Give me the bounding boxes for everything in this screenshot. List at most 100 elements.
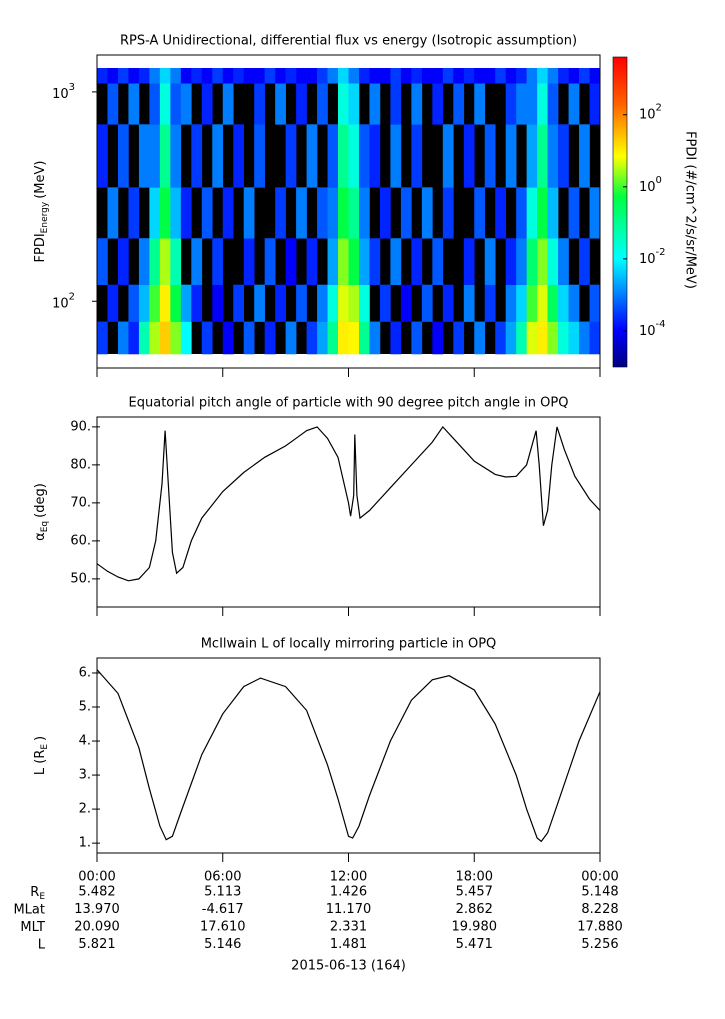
heat-cell bbox=[243, 321, 255, 355]
heat-cell bbox=[243, 238, 255, 285]
heat-cell bbox=[558, 124, 569, 188]
heat-cell bbox=[327, 321, 339, 355]
heat-cell bbox=[117, 124, 129, 188]
y-tick-label: 102 bbox=[52, 291, 75, 311]
y-tick-label: 3. bbox=[79, 768, 91, 783]
colorbar-tick-label: 10-4 bbox=[639, 319, 666, 339]
heat-cell bbox=[212, 68, 224, 84]
heat-cell bbox=[138, 238, 150, 285]
heat-cell bbox=[338, 124, 349, 188]
heat-cell bbox=[547, 83, 559, 125]
heat-cell bbox=[138, 68, 150, 84]
heat-cell bbox=[484, 68, 496, 84]
heat-cell bbox=[149, 124, 161, 188]
heat-cell bbox=[149, 187, 161, 239]
heat-cell bbox=[369, 83, 381, 125]
heat-cell bbox=[547, 321, 559, 355]
heat-cell bbox=[526, 68, 538, 84]
heat-cell bbox=[128, 321, 140, 355]
heat-cell bbox=[317, 83, 328, 125]
heat-cell bbox=[358, 321, 370, 355]
heat-cell bbox=[537, 124, 548, 188]
heat-cell bbox=[358, 68, 370, 84]
panel-title: McIlwain L of locally mirroring particle… bbox=[201, 637, 497, 652]
heat-cell bbox=[348, 83, 360, 125]
y-axis-label-sub: Energy bbox=[40, 201, 50, 233]
heat-cell bbox=[317, 321, 328, 355]
heat-cell bbox=[547, 68, 559, 84]
heat-cell bbox=[442, 124, 454, 188]
ephemeris-value: 19.980 bbox=[452, 920, 498, 935]
heat-cell bbox=[348, 68, 360, 84]
ephemeris-value: 5.482 bbox=[78, 885, 115, 900]
heat-cell bbox=[568, 83, 580, 125]
ephemeris-label-main: MLat bbox=[13, 902, 45, 917]
heat-cell bbox=[128, 187, 140, 239]
heat-cell bbox=[537, 83, 548, 125]
heat-cell bbox=[138, 321, 150, 355]
heat-cell bbox=[159, 124, 171, 188]
heat-cell bbox=[390, 68, 402, 84]
heat-cell bbox=[526, 187, 538, 239]
heat-cell bbox=[495, 321, 506, 355]
heat-cell bbox=[474, 83, 486, 125]
heat-cell bbox=[411, 124, 423, 188]
heat-cell bbox=[233, 68, 245, 84]
heat-cell bbox=[149, 83, 161, 125]
heat-cell bbox=[222, 187, 234, 239]
heat-cell bbox=[170, 321, 182, 355]
heat-cell bbox=[526, 238, 538, 285]
heat-cell bbox=[537, 68, 548, 84]
heat-cell bbox=[379, 187, 391, 239]
heat-cell bbox=[358, 284, 370, 322]
heat-cell bbox=[201, 187, 213, 239]
x-tick-label: 06:00 bbox=[204, 870, 241, 885]
ephemeris-value: 11.170 bbox=[326, 902, 372, 917]
heat-cell bbox=[474, 187, 486, 239]
heat-cell bbox=[285, 321, 297, 355]
heat-cell bbox=[369, 68, 381, 84]
heat-cell bbox=[254, 83, 265, 125]
heat-cell bbox=[159, 284, 171, 322]
heat-cell bbox=[138, 284, 150, 322]
heat-cell bbox=[212, 124, 224, 188]
heat-cell bbox=[348, 321, 360, 355]
heat-cell bbox=[484, 124, 496, 188]
x-tick-label: 18:00 bbox=[456, 870, 493, 885]
colorbar-label: FPDI (#/cm^2/s/sr/MeV) bbox=[683, 131, 698, 289]
heat-cell bbox=[453, 321, 465, 355]
y-tick-label-exponent: 2 bbox=[69, 291, 75, 302]
ephemeris-value: 2.862 bbox=[456, 902, 493, 917]
heat-cell bbox=[327, 284, 339, 322]
ephemeris-value: 1.426 bbox=[330, 885, 367, 900]
heat-cell bbox=[579, 321, 590, 355]
heat-cell bbox=[317, 187, 328, 239]
colorbar-tick-label-exponent: -2 bbox=[656, 247, 666, 258]
y-tick-label: 60. bbox=[70, 533, 91, 548]
colorbar-tick-label-base: 10 bbox=[639, 323, 656, 338]
heat-cell bbox=[97, 124, 108, 188]
heat-cell bbox=[159, 83, 171, 125]
y-tick-label: 80. bbox=[70, 457, 91, 472]
heat-cell bbox=[505, 124, 517, 188]
heat-cell bbox=[516, 284, 527, 322]
y-axis-label: L (RE) bbox=[33, 736, 50, 775]
colorbar-tick-label-exponent: 0 bbox=[656, 175, 662, 186]
heat-cell bbox=[589, 187, 601, 239]
y-tick-label: 70. bbox=[70, 495, 91, 510]
heat-cell bbox=[170, 238, 182, 285]
heat-cell bbox=[400, 187, 412, 239]
heat-cell bbox=[589, 321, 601, 355]
heat-cell bbox=[526, 321, 538, 355]
heat-cell bbox=[170, 83, 182, 125]
ephemeris-label: RE bbox=[30, 885, 45, 902]
y-axis-label-after: ) bbox=[33, 736, 48, 741]
heat-cell bbox=[568, 321, 580, 355]
data-line bbox=[96, 425, 601, 582]
heat-cell bbox=[212, 238, 224, 285]
heat-cell bbox=[411, 321, 423, 355]
heat-cell bbox=[526, 284, 538, 322]
heat-cell bbox=[107, 284, 119, 322]
heat-cell bbox=[516, 68, 527, 84]
heat-cell bbox=[369, 321, 381, 355]
